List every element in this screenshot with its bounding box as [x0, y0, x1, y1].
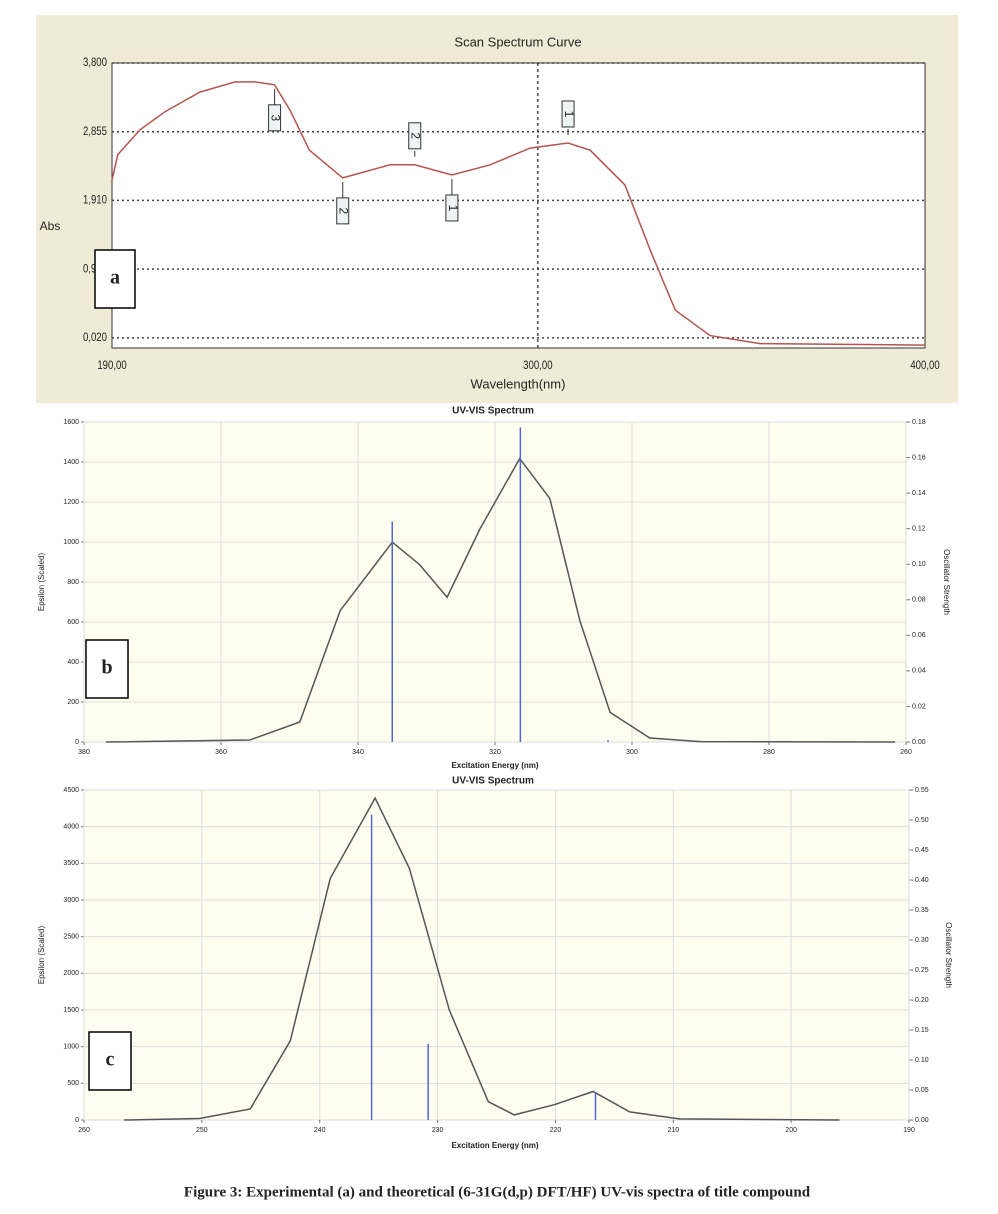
y2-tick-label: 0.00 — [915, 1117, 929, 1124]
y2-tick-label: 0.40 — [915, 877, 929, 884]
y-tick-label: 1,910 — [83, 194, 107, 207]
y2-tick-label: 0.02 — [912, 703, 926, 710]
y-tick-label: 600 — [67, 619, 79, 626]
y2-tick-label: 0.18 — [912, 419, 926, 426]
annotation-label: 1 — [562, 111, 576, 118]
panel-label: c — [106, 1049, 115, 1071]
x-tick-label: 200 — [785, 1127, 797, 1134]
y-tick-label: 0 — [75, 739, 79, 746]
y-tick-label: 500 — [67, 1080, 79, 1087]
y-tick-label: 1600 — [63, 419, 79, 426]
x-axis-label: Wavelength(nm) — [471, 376, 566, 391]
plot-area — [83, 789, 910, 1121]
y-tick-label: 0 — [75, 1117, 79, 1124]
panel-label: b — [101, 657, 112, 679]
x-tick-label: 360 — [215, 749, 227, 756]
y2-tick-label: 0.12 — [912, 526, 926, 533]
spectrum-line — [111, 81, 926, 346]
y2-axis-label: Oscillator Strength — [942, 549, 951, 615]
y2-tick-label: 0.08 — [912, 597, 926, 604]
x-tick-label: 380 — [78, 749, 90, 756]
y2-tick-label: 0.45 — [915, 847, 929, 854]
annotation-box — [445, 194, 459, 222]
x-tick-label: 300 — [626, 749, 638, 756]
y-tick-label: 200 — [67, 699, 79, 706]
x-tick-label: 210 — [667, 1127, 679, 1134]
x-tick-label: 300,00 — [523, 359, 552, 372]
annotation-box — [408, 122, 422, 150]
y-tick-label: 2000 — [63, 970, 79, 977]
x-tick-label: 260 — [900, 749, 912, 756]
y-tick-label: 1500 — [63, 1007, 79, 1014]
x-tick-label: 280 — [763, 749, 775, 756]
y-tick-label: 0,020 — [83, 331, 107, 344]
y-tick-label: 400 — [67, 659, 79, 666]
annotation-label: 2 — [409, 132, 423, 139]
spectrum-line — [124, 796, 840, 1121]
y2-axis-label: Oscillator Strength — [944, 922, 953, 988]
y2-tick-label: 0.14 — [912, 490, 926, 497]
y-axis-label: Epsilon (Scaled) — [37, 926, 46, 985]
panel-label-box — [85, 639, 129, 699]
y2-tick-label: 0.55 — [915, 787, 929, 794]
y2-tick-label: 0.20 — [915, 997, 929, 1004]
panel-label: a — [110, 267, 120, 289]
y-tick-label: 1000 — [63, 539, 79, 546]
y-tick-label: 1200 — [63, 499, 79, 506]
y-tick-label: 1000 — [63, 1044, 79, 1051]
caption: Figure 3: Experimental (a) and theoretic… — [184, 1184, 811, 1200]
y-tick-label: 3000 — [63, 897, 79, 904]
y-tick-label: 3500 — [63, 860, 79, 867]
y2-tick-label: 0.05 — [915, 1087, 929, 1094]
y-tick-label: 4000 — [63, 824, 79, 831]
y-tick-label: 2,855 — [83, 125, 107, 138]
y2-tick-label: 0.04 — [912, 668, 926, 675]
annotation-box — [336, 197, 350, 225]
y-tick-label: 1400 — [63, 459, 79, 466]
plot-area — [111, 62, 926, 349]
annotation-label: 2 — [337, 208, 351, 215]
x-tick-label: 320 — [489, 749, 501, 756]
y2-tick-label: 0.00 — [912, 739, 926, 746]
chart-title: UV-VIS Spectrum — [452, 406, 534, 417]
x-tick-label: 260 — [78, 1127, 90, 1134]
x-tick-label: 230 — [432, 1127, 444, 1134]
y-axis-label: Abs — [40, 219, 61, 233]
y2-tick-label: 0.35 — [915, 907, 929, 914]
y2-tick-label: 0.16 — [912, 454, 926, 461]
y2-tick-label: 0.50 — [915, 817, 929, 824]
y2-tick-label: 0.06 — [912, 632, 926, 639]
y-tick-label: 2500 — [63, 934, 79, 941]
x-tick-label: 400,00 — [910, 359, 939, 372]
y2-tick-label: 0.25 — [915, 967, 929, 974]
x-tick-label: 340 — [352, 749, 364, 756]
panel-label-box — [94, 249, 136, 309]
annotation-label: 1 — [446, 205, 460, 212]
chart-title: UV-VIS Spectrum — [452, 776, 534, 787]
x-tick-label: 250 — [196, 1127, 208, 1134]
x-tick-label: 190,00 — [97, 359, 126, 372]
panel-label-box — [88, 1031, 132, 1091]
y-tick-label: 3,800 — [83, 56, 107, 69]
chart-title: Scan Spectrum Curve — [454, 34, 581, 49]
y-axis-label: Epsilon (Scaled) — [37, 553, 46, 612]
x-axis-label: Excitation Energy (nm) — [451, 1141, 538, 1150]
x-axis-label: Excitation Energy (nm) — [451, 761, 538, 770]
y2-tick-label: 0.15 — [915, 1027, 929, 1034]
x-tick-label: 190 — [903, 1127, 915, 1134]
y2-tick-label: 0.30 — [915, 937, 929, 944]
x-tick-label: 220 — [550, 1127, 562, 1134]
annotation-box — [561, 100, 575, 128]
y2-tick-label: 0.10 — [915, 1057, 929, 1064]
spectrum-line — [105, 457, 896, 743]
annotation-box — [268, 104, 282, 132]
y-tick-label: 800 — [67, 579, 79, 586]
annotation-label: 3 — [268, 114, 282, 121]
x-tick-label: 240 — [314, 1127, 326, 1134]
y2-tick-label: 0.10 — [912, 561, 926, 568]
y-tick-label: 4500 — [63, 787, 79, 794]
